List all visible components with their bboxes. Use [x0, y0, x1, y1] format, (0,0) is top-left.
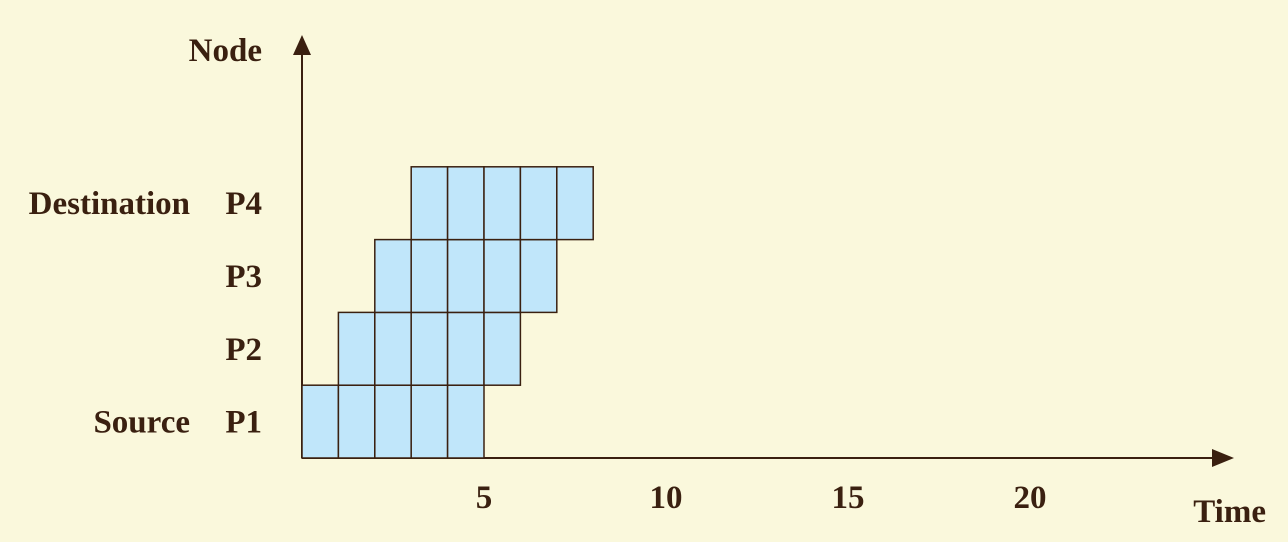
cell-p1-t2 [374, 384, 412, 459]
cell-p2-t5 [483, 311, 522, 386]
x-tick-labels: 5 10 15 20 [476, 480, 1047, 516]
cell-p1-t3 [410, 384, 449, 459]
y-axis-arrow [293, 35, 311, 55]
node-label-p3: P3 [225, 259, 262, 295]
y-axis-label: Node [189, 33, 262, 69]
cell-p3-t6 [519, 238, 558, 314]
node-labels: P1 Source P2 P3 P4 Destination [29, 186, 262, 440]
x-tick-15: 15 [832, 480, 865, 516]
cell-p3-t2 [374, 238, 412, 314]
node-role-destination: Destination [29, 186, 190, 222]
cell-p4-t6 [519, 166, 558, 241]
node-label-p1: P1 [225, 405, 262, 441]
node-label-p4: P4 [225, 186, 262, 222]
cell-p3-t3 [410, 238, 449, 314]
cell-p3-t4 [446, 238, 485, 314]
cell-p4-t5 [483, 166, 522, 241]
cell-p4-t4 [446, 166, 485, 241]
cell-p4-t7 [556, 166, 594, 241]
cell-p3-t5 [483, 238, 522, 314]
cell-p4-t3 [410, 166, 449, 241]
packet-cells [301, 166, 594, 459]
x-tick-5: 5 [476, 480, 493, 516]
x-tick-10: 10 [650, 480, 683, 516]
x-tick-20: 20 [1014, 480, 1047, 516]
x-axis-arrow [1212, 449, 1234, 467]
cell-p2-t1 [337, 311, 376, 386]
node-label-p2: P2 [225, 332, 262, 368]
cell-p1-t0 [301, 384, 340, 459]
x-axis-label: Time [1193, 494, 1266, 530]
cell-p2-t4 [446, 311, 485, 386]
cell-p1-t4 [446, 384, 485, 459]
cell-p2-t2 [374, 311, 412, 386]
cell-p1-t1 [337, 384, 376, 459]
cell-p2-t3 [410, 311, 449, 386]
node-role-source: Source [93, 405, 190, 441]
